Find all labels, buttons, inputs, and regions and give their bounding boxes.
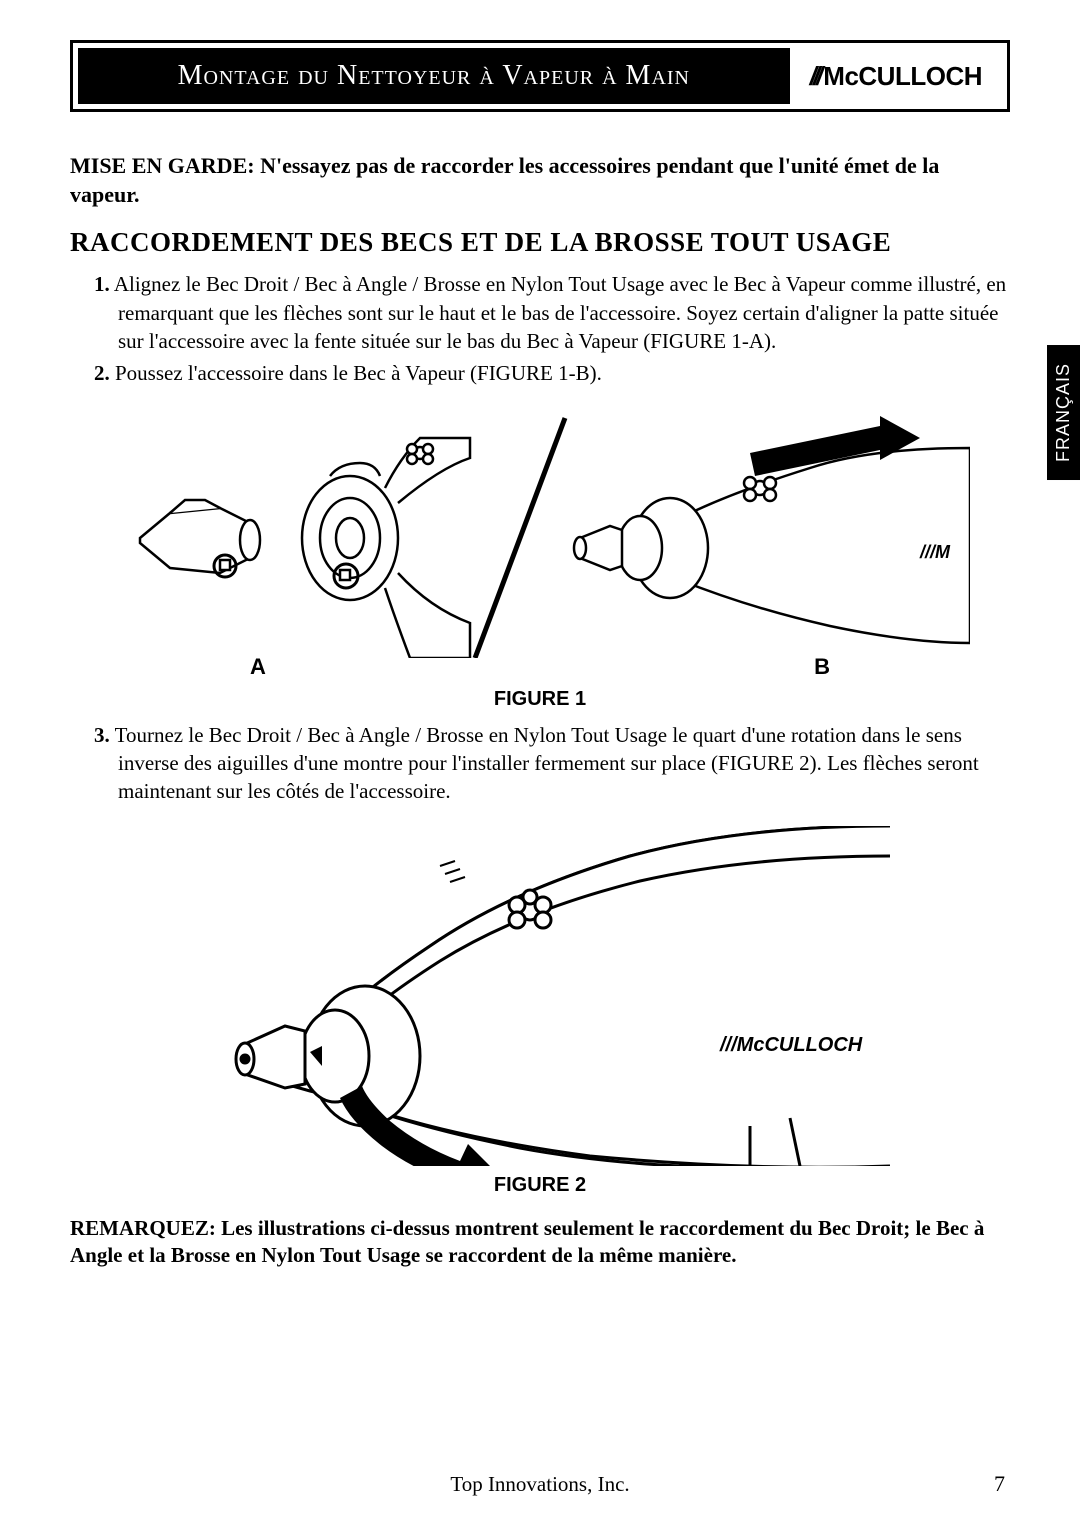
step-item: 1. Alignez le Bec Droit / Bec à Angle / … [94,270,1010,355]
header-title: Montage du Nettoyeur à Vapeur à Main [78,48,790,104]
brand-text: McCULLOCH [823,61,982,92]
page-footer: Top Innovations, Inc. 7 [0,1472,1080,1497]
svg-text:///McCULLOCH: ///McCULLOCH [719,1034,863,1056]
figure-1: ///M A B FIGURE 1 [70,408,1010,711]
step-text: Alignez le Bec Droit / Bec à Angle / Bro… [114,272,1006,353]
figure-2-illustration: ///McCULLOCH [190,826,890,1166]
svg-text:///M: ///M [919,542,951,562]
logo-stripes-icon: /// [810,61,820,92]
manual-page: Montage du Nettoyeur à Vapeur à Main ///… [0,0,1080,1299]
page-number: 7 [994,1471,1005,1497]
step-number: 3. [94,723,110,747]
step-number: 1. [94,272,110,296]
footer-company: Top Innovations, Inc. [450,1472,629,1496]
section-heading: RACCORDEMENT DES BECS ET DE LA BROSSE TO… [70,227,1010,258]
language-tab: FRANÇAIS [1047,345,1080,480]
figure-1-illustration: ///M [110,408,970,658]
step-number: 2. [94,361,110,385]
note-text: REMARQUEZ: Les illustrations ci-dessus m… [70,1215,1010,1270]
step-text: Tournez le Bec Droit / Bec à Angle / Bro… [115,723,979,804]
header-bar: Montage du Nettoyeur à Vapeur à Main ///… [70,40,1010,112]
figure-2: ///McCULLOCH FIGURE 2 [70,826,1010,1197]
figure-2-caption: FIGURE 2 [70,1174,1010,1197]
steps-list-1: 1. Alignez le Bec Droit / Bec à Angle / … [70,270,1010,387]
warning-text: MISE EN GARDE: N'essayez pas de raccorde… [70,152,1010,209]
step-item: 2. Poussez l'accessoire dans le Bec à Va… [94,359,1010,387]
steps-list-2: 3. Tournez le Bec Droit / Bec à Angle / … [70,721,1010,806]
step-text: Poussez l'accessoire dans le Bec à Vapeu… [115,361,602,385]
figure-1-caption: FIGURE 1 [70,688,1010,711]
brand-logo: ///McCULLOCH [790,48,1002,104]
figure-label-a: A [250,654,266,680]
figure-1-labels: A B [70,654,1010,680]
figure-label-b: B [814,654,830,680]
step-item: 3. Tournez le Bec Droit / Bec à Angle / … [94,721,1010,806]
